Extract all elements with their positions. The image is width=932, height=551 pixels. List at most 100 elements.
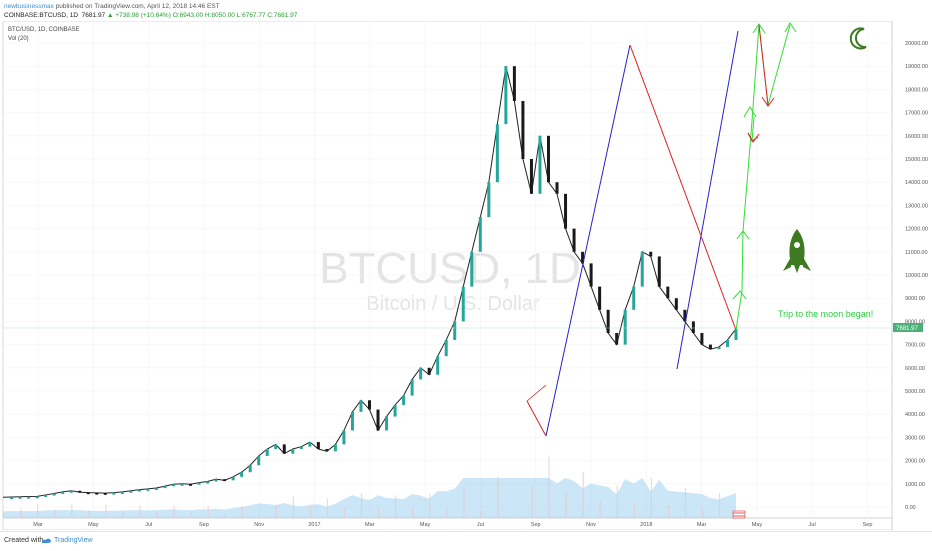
x-tick-label: May [88, 522, 99, 528]
author-link[interactable]: newbusinessmax [4, 3, 54, 10]
y-tick-label: 12000.00 [905, 227, 928, 233]
candle [223, 479, 227, 482]
candle [470, 251, 474, 287]
candle [734, 328, 738, 340]
red-trend-line-3 [526, 384, 547, 402]
x-tick-label: Sep [199, 522, 209, 528]
candle [674, 298, 678, 310]
volume-band [3, 478, 736, 518]
y-tick-label: 11000.00 [905, 250, 928, 256]
candle [546, 135, 550, 183]
volume-bar [173, 505, 175, 518]
candle [282, 444, 286, 454]
candle [129, 490, 133, 493]
rocket-icon [783, 229, 811, 273]
volume-bar [650, 477, 652, 518]
candle [393, 404, 397, 417]
candle [291, 449, 295, 454]
candle [606, 309, 610, 333]
volume-bar [37, 503, 39, 518]
x-tick-label: Jul [145, 522, 152, 528]
candle [427, 367, 431, 375]
candle [376, 409, 380, 431]
y-tick-label: 20000.00 [905, 41, 928, 47]
candle [180, 483, 184, 486]
last-price: 7681.97 [81, 12, 106, 19]
candle [27, 496, 31, 499]
chart-symbol-label: BTC/USD, 1D, COINBASE [8, 27, 80, 33]
candle [359, 400, 363, 412]
volume-bar [54, 509, 56, 518]
candle [453, 321, 457, 340]
volume-bar [20, 509, 22, 518]
red-trend-line-2 [526, 400, 547, 437]
volume-bar [633, 502, 635, 518]
x-tick-label: 2018 [640, 522, 652, 528]
volume-bar [497, 476, 499, 518]
y-tick-label: 18000.00 [905, 87, 928, 93]
candle [717, 346, 721, 350]
candle [61, 491, 65, 494]
time-axis: Mar May Jul Sep Nov 2017 Mar May Jul Sep Nov 2018 Ma… [33, 21, 872, 528]
moon-icon [849, 27, 867, 50]
x-tick-label: Nov [254, 522, 264, 528]
volume-bar [429, 493, 431, 518]
candle [163, 486, 167, 489]
candle [385, 416, 389, 431]
candle [657, 256, 661, 287]
price-change: ▲ +738.98 (+10.64%) [106, 12, 171, 19]
blue-trend-line-2 [676, 30, 739, 370]
y-tick-label: 14000.00 [905, 180, 928, 186]
y-tick-label: 2000.00 [905, 459, 925, 465]
volume-bar [480, 510, 482, 518]
candle [581, 251, 585, 264]
candle [666, 286, 670, 299]
y-tick-label: 6000.00 [905, 366, 925, 372]
candle [512, 66, 516, 101]
volume-bar [565, 492, 567, 518]
candle [623, 309, 627, 345]
volume-bar [582, 472, 584, 518]
symbol-info: COINBASE:BTCUSD, 1D 7681.97 ▲ +738.98 (+… [4, 12, 297, 19]
y-tick-label: 5000.00 [905, 389, 925, 395]
candle [146, 488, 150, 491]
candle [436, 356, 440, 375]
volume-bar [667, 505, 670, 518]
footer: Created with TradingView [0, 531, 932, 551]
volume-bar [684, 488, 687, 518]
candle [274, 444, 278, 449]
volume-bar [139, 505, 141, 518]
candle [189, 483, 193, 486]
volume-bar [360, 493, 363, 518]
candle [86, 492, 90, 495]
volume-bar [156, 511, 158, 518]
candle [103, 492, 107, 495]
candle [444, 339, 448, 357]
candle [598, 286, 602, 310]
ohlc-values: O:6943.00 H:8050.00 L:6767.77 C:7681.97 [172, 12, 298, 19]
volume-area [3, 456, 738, 518]
candle [308, 442, 312, 447]
candle [240, 472, 244, 477]
tradingview-logo-icon [42, 538, 51, 543]
red-drop-line [758, 24, 769, 106]
y-tick-label: 4000.00 [905, 412, 925, 418]
candle [206, 481, 210, 484]
candle [691, 321, 695, 333]
candle [495, 124, 499, 183]
volume-bar [292, 496, 294, 518]
tradingview-brand[interactable]: TradingView [54, 537, 93, 544]
candle [708, 344, 712, 350]
candle [521, 101, 525, 159]
watermark-sub: Bitcoin / U.S. Dollar [366, 293, 540, 315]
candle [564, 193, 568, 229]
candle [487, 182, 491, 217]
volume-bar [412, 508, 414, 518]
candle [368, 400, 371, 410]
volume-bar [275, 505, 277, 518]
candle [683, 309, 687, 322]
y-tick-label: 1000.00 [905, 482, 925, 488]
volume-bar [395, 495, 397, 518]
candle [419, 367, 423, 380]
volume-bar [701, 509, 704, 518]
